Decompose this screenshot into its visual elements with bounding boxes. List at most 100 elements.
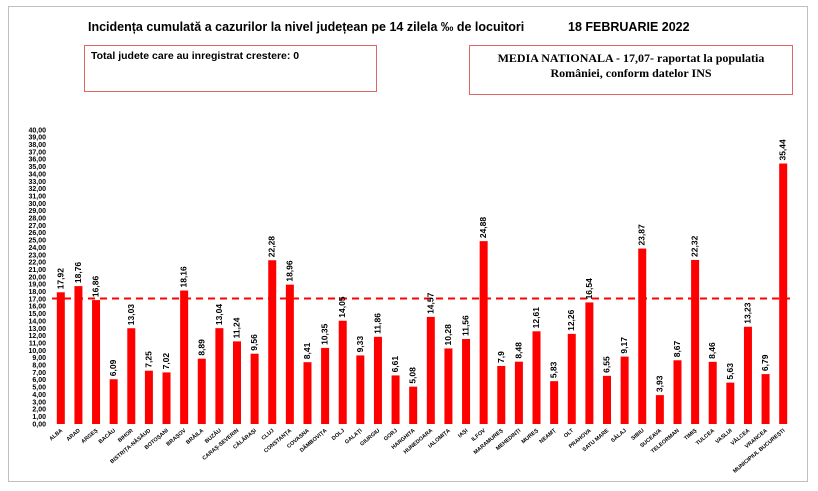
value-label: 6,61 xyxy=(390,356,400,373)
bars xyxy=(56,163,788,425)
value-label: 10,28 xyxy=(443,324,453,346)
y-tick-label: 25,00 xyxy=(28,238,46,245)
value-label: 13,04 xyxy=(214,304,224,326)
value-label: 7,25 xyxy=(143,351,153,368)
value-label: 10,35 xyxy=(320,323,330,345)
y-tick-label: 38,00 xyxy=(28,142,46,149)
y-tick-label: 4,00 xyxy=(32,392,46,399)
value-label: 12,26 xyxy=(566,309,576,331)
bar xyxy=(180,290,189,424)
category-label: SĂLAJ xyxy=(610,427,628,444)
y-tick-label: 10,00 xyxy=(28,348,46,355)
bar xyxy=(321,347,330,424)
bar xyxy=(779,163,788,425)
y-tick-label: 0,00 xyxy=(32,421,46,428)
bar xyxy=(479,241,488,424)
y-tick-label: 27,00 xyxy=(28,223,46,230)
y-tick-label: 6,00 xyxy=(32,377,46,384)
bar xyxy=(56,292,65,424)
bar xyxy=(127,328,136,424)
y-tick-label: 17,00 xyxy=(28,296,46,303)
y-axis: 0,001,002,003,004,005,006,007,008,009,00… xyxy=(28,127,46,428)
value-label: 18,76 xyxy=(73,262,83,284)
value-label: 6,79 xyxy=(760,354,770,371)
bar xyxy=(426,316,435,424)
y-tick-label: 2,00 xyxy=(32,407,46,414)
value-label: 7,9 xyxy=(496,351,506,363)
y-tick-label: 28,00 xyxy=(28,216,46,223)
increase-summary-text: Total judete care au inregistrat crester… xyxy=(91,50,300,62)
category-label: CLUJ xyxy=(261,428,276,442)
value-label: 8,48 xyxy=(513,342,523,359)
y-tick-label: 19,00 xyxy=(28,282,46,289)
bar xyxy=(550,381,559,424)
chart-title: Incidența cumulată a cazurilor la nivel … xyxy=(88,20,525,34)
y-tick-label: 36,00 xyxy=(28,157,46,164)
bar xyxy=(303,362,312,424)
value-label: 5,63 xyxy=(725,363,735,380)
bar xyxy=(497,365,506,424)
bar xyxy=(92,300,101,424)
value-label: 9,33 xyxy=(355,336,365,353)
bar xyxy=(356,355,365,424)
value-label: 8,41 xyxy=(302,342,312,359)
national-average-box: MEDIA NATIONALA - 17,07- raportat la pop… xyxy=(469,45,793,95)
y-tick-label: 37,00 xyxy=(28,149,46,156)
value-label: 35,44 xyxy=(778,139,788,161)
value-label: 3,93 xyxy=(654,375,664,392)
value-label: 6,09 xyxy=(108,359,118,376)
bar xyxy=(532,331,541,424)
value-label: 8,67 xyxy=(672,340,682,357)
value-label: 13,23 xyxy=(742,302,752,324)
value-label: 16,54 xyxy=(584,278,594,300)
value-label: 18,16 xyxy=(179,266,189,288)
value-label: 5,08 xyxy=(408,367,418,384)
bar xyxy=(514,361,523,424)
y-tick-label: 32,00 xyxy=(28,186,46,193)
category-label: TULCEA xyxy=(695,428,716,447)
y-tick-label: 35,00 xyxy=(28,164,46,171)
category-label: GIURGIU xyxy=(359,428,381,448)
national-average-line2: României, conform datelor INS xyxy=(550,66,712,80)
y-tick-label: 8,00 xyxy=(32,363,46,370)
category-label: MUREȘ xyxy=(521,428,540,446)
value-label: 11,24 xyxy=(232,317,242,338)
value-label: 9,17 xyxy=(619,337,629,354)
report-date: 18 FEBRUARIE 2022 xyxy=(568,20,690,34)
y-tick-label: 3,00 xyxy=(32,399,46,406)
y-tick-label: 23,00 xyxy=(28,252,46,259)
value-label: 18,96 xyxy=(284,260,294,282)
value-label: 17,92 xyxy=(55,268,65,290)
category-label: NEAMȚ xyxy=(539,428,558,446)
value-label: 22,32 xyxy=(690,235,700,257)
bar xyxy=(144,370,153,424)
bar xyxy=(761,374,770,424)
y-tick-label: 14,00 xyxy=(28,318,46,325)
bar xyxy=(338,320,347,424)
y-tick-label: 24,00 xyxy=(28,245,46,252)
y-tick-label: 18,00 xyxy=(28,289,46,296)
chart-frame xyxy=(8,6,808,482)
value-label: 8,46 xyxy=(707,342,717,359)
value-label: 14,57 xyxy=(425,292,435,314)
bar xyxy=(215,328,224,424)
bar xyxy=(444,348,453,424)
y-tick-label: 16,00 xyxy=(28,304,46,311)
y-tick-label: 7,00 xyxy=(32,370,46,377)
value-label: 7,02 xyxy=(161,353,171,370)
category-label: BRAȘOV xyxy=(166,428,188,448)
y-tick-label: 29,00 xyxy=(28,208,46,215)
value-label: 22,28 xyxy=(267,236,277,258)
y-tick-label: 5,00 xyxy=(32,385,46,392)
category-label: TIMIȘ xyxy=(683,428,698,442)
y-tick-label: 22,00 xyxy=(28,260,46,267)
bar xyxy=(603,375,611,424)
bar xyxy=(197,358,206,424)
y-tick-label: 20,00 xyxy=(28,274,46,281)
value-label: 8,89 xyxy=(196,339,206,356)
value-labels: 17,92 18,76 16,86 6,09 13,03 7,25 7,02 18,16 8,8… xyxy=(55,139,787,392)
value-label: 13,03 xyxy=(126,304,136,326)
y-tick-label: 12,00 xyxy=(28,333,46,340)
y-tick-label: 11,00 xyxy=(29,340,46,347)
value-label: 24,88 xyxy=(478,217,488,239)
